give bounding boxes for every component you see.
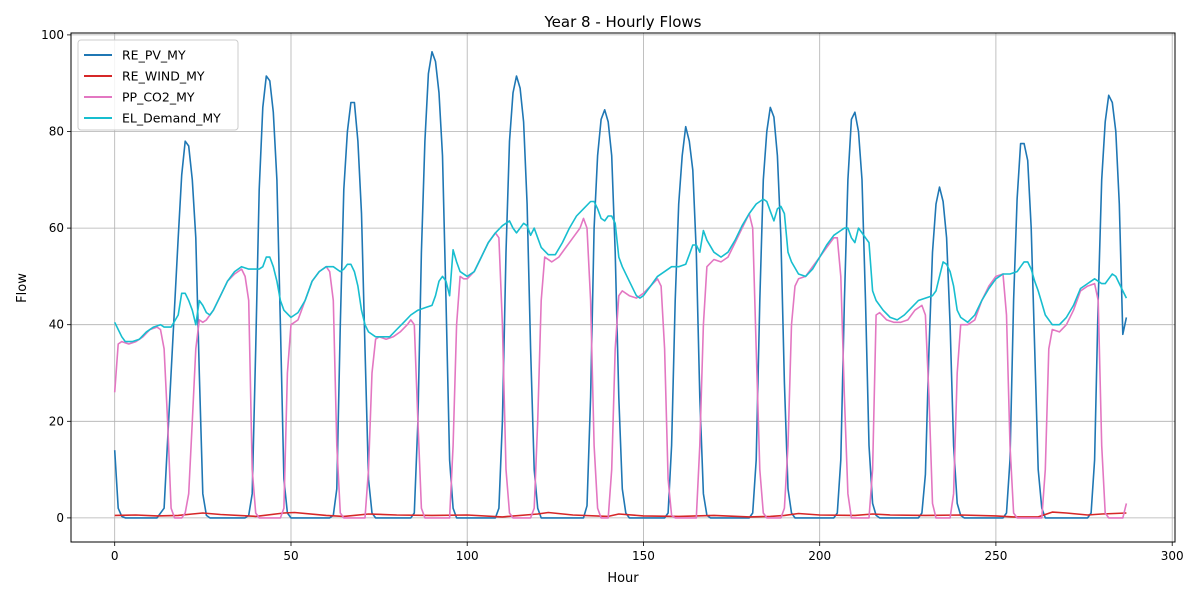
axis-ticks: 0 50 100 150 200 250 300 0 20 40 60 80 100 — [41, 28, 1184, 563]
y-tick-label: 60 — [49, 221, 64, 235]
y-tick-label: 40 — [49, 318, 64, 332]
y-tick-label: 100 — [41, 28, 64, 42]
legend-box — [77, 39, 239, 131]
x-tick-label: 250 — [984, 549, 1007, 563]
legend-label-el-demand-my: EL_Demand_MY — [122, 111, 221, 126]
x-tick-label: 50 — [283, 549, 298, 563]
x-tick-label: 100 — [456, 549, 479, 563]
y-tick-label: 20 — [49, 414, 64, 428]
y-tick-label: 80 — [49, 125, 64, 139]
legend-label-re-pv-my: RE_PV_MY — [122, 48, 186, 63]
x-axis-label: Hour — [607, 571, 639, 586]
chart-title: Year 8 - Hourly Flows — [543, 13, 701, 31]
x-tick-label: 0 — [111, 549, 119, 563]
grid-lines — [71, 33, 1175, 542]
series-line-el-demand-my — [113, 198, 1128, 343]
legend-label-re-wind-my: RE_WIND_MY — [122, 69, 205, 84]
series-line-pp-co2-my — [113, 212, 1128, 519]
series-lines — [113, 50, 1128, 519]
y-axis-label: Flow — [15, 273, 30, 303]
x-tick-label: 200 — [808, 549, 831, 563]
legend-label-pp-co2-my: PP_CO2_MY — [122, 90, 195, 105]
x-tick-label: 150 — [632, 549, 655, 563]
series-line-re-wind-my — [114, 511, 1127, 518]
plot-area-frame — [70, 32, 1176, 543]
legend: RE_PV_MY RE_WIND_MY PP_CO2_MY EL_Demand_MY — [77, 39, 239, 131]
x-tick-label: 300 — [1161, 549, 1184, 563]
y-tick-label: 0 — [56, 511, 64, 525]
